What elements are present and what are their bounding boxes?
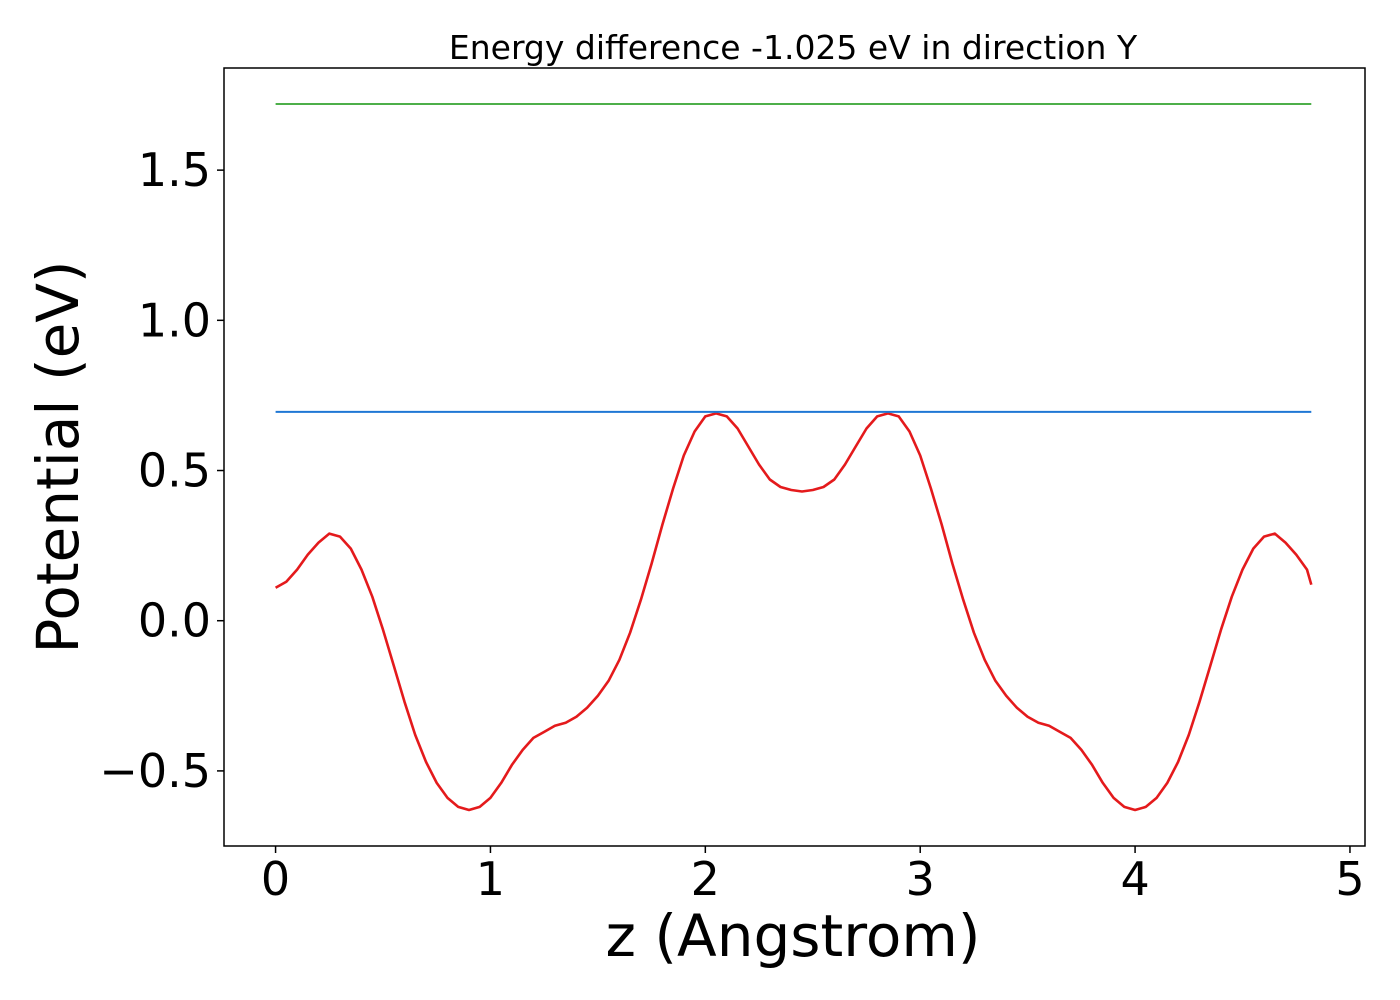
x-tick-label: 2 [691,852,720,906]
y-tick-label: 0.5 [138,444,211,498]
y-tick-label: 1.0 [138,293,211,347]
y-tick-label: 0.0 [138,594,211,648]
x-axis-label: z (Angstrom) [606,902,981,970]
y-tick-label: −0.5 [99,744,211,798]
y-axis-label: Potential (eV) [24,260,92,653]
x-tick-label: 4 [1120,852,1149,906]
series-layer [274,103,1313,812]
x-tick-label: 5 [1335,852,1364,906]
series-line-0 [274,412,1313,812]
y-axis-ticks: −0.5 0.0 0.5 1.0 1.5 [99,143,224,798]
chart-title: Energy difference -1.025 eV in direction… [449,28,1138,67]
plot-frame [223,67,1366,847]
x-axis-ticks: 0 1 2 3 4 5 [261,846,1365,906]
x-tick-label: 0 [261,852,290,906]
x-tick-label: 1 [476,852,505,906]
y-tick-label: 1.5 [138,143,211,197]
x-tick-label: 3 [906,852,935,906]
